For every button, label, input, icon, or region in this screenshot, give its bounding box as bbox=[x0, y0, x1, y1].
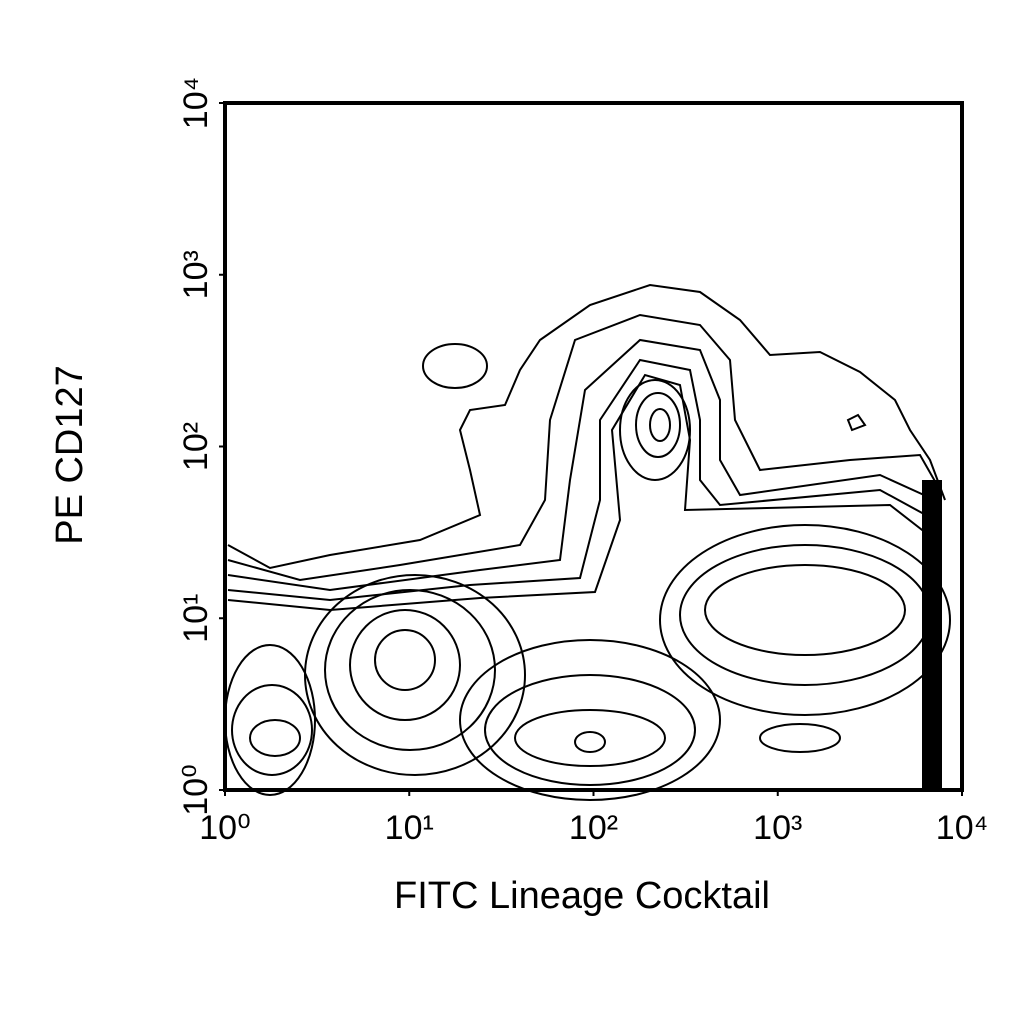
contour-line bbox=[846, 413, 867, 432]
contour-line bbox=[704, 564, 906, 656]
contour-line bbox=[635, 392, 681, 458]
contour-line bbox=[349, 609, 461, 721]
contour-line bbox=[649, 408, 671, 442]
y-tick-label: 10⁴ bbox=[177, 77, 215, 129]
x-tick-label: 10⁰ bbox=[199, 809, 250, 847]
contour-line bbox=[484, 674, 696, 786]
contour-line bbox=[227, 358, 936, 602]
contour-line bbox=[227, 283, 946, 570]
contour-line bbox=[227, 338, 936, 592]
contour-line bbox=[374, 629, 436, 691]
contour-line bbox=[759, 723, 841, 753]
x-tick-label: 10⁴ bbox=[936, 809, 988, 847]
contour-line bbox=[514, 709, 666, 767]
contour-line bbox=[574, 731, 606, 753]
contour-line bbox=[422, 343, 488, 389]
contour-line bbox=[459, 639, 721, 801]
contour-line bbox=[231, 684, 313, 776]
y-tick-label: 10³ bbox=[177, 250, 215, 299]
contour-line bbox=[659, 524, 951, 716]
contour-line bbox=[619, 379, 691, 481]
y-axis-title: PE CD127 bbox=[49, 365, 91, 545]
plot-frame bbox=[223, 101, 964, 792]
x-tick-label: 10³ bbox=[753, 809, 802, 847]
x-axis-title: FITC Lineage Cocktail bbox=[394, 875, 770, 917]
x-tick-label: 10¹ bbox=[385, 809, 434, 847]
contour-line bbox=[227, 313, 941, 582]
x-tick-label: 10² bbox=[569, 809, 618, 847]
y-tick-label: 10⁰ bbox=[177, 764, 215, 815]
y-tick-label: 10¹ bbox=[177, 594, 215, 643]
contour-line bbox=[304, 574, 526, 776]
y-tick-label: 10² bbox=[177, 422, 215, 471]
contour-line bbox=[324, 589, 496, 751]
dense-band bbox=[922, 480, 942, 790]
contours bbox=[224, 283, 951, 801]
contour-line bbox=[249, 719, 301, 757]
contour-line bbox=[227, 373, 936, 612]
